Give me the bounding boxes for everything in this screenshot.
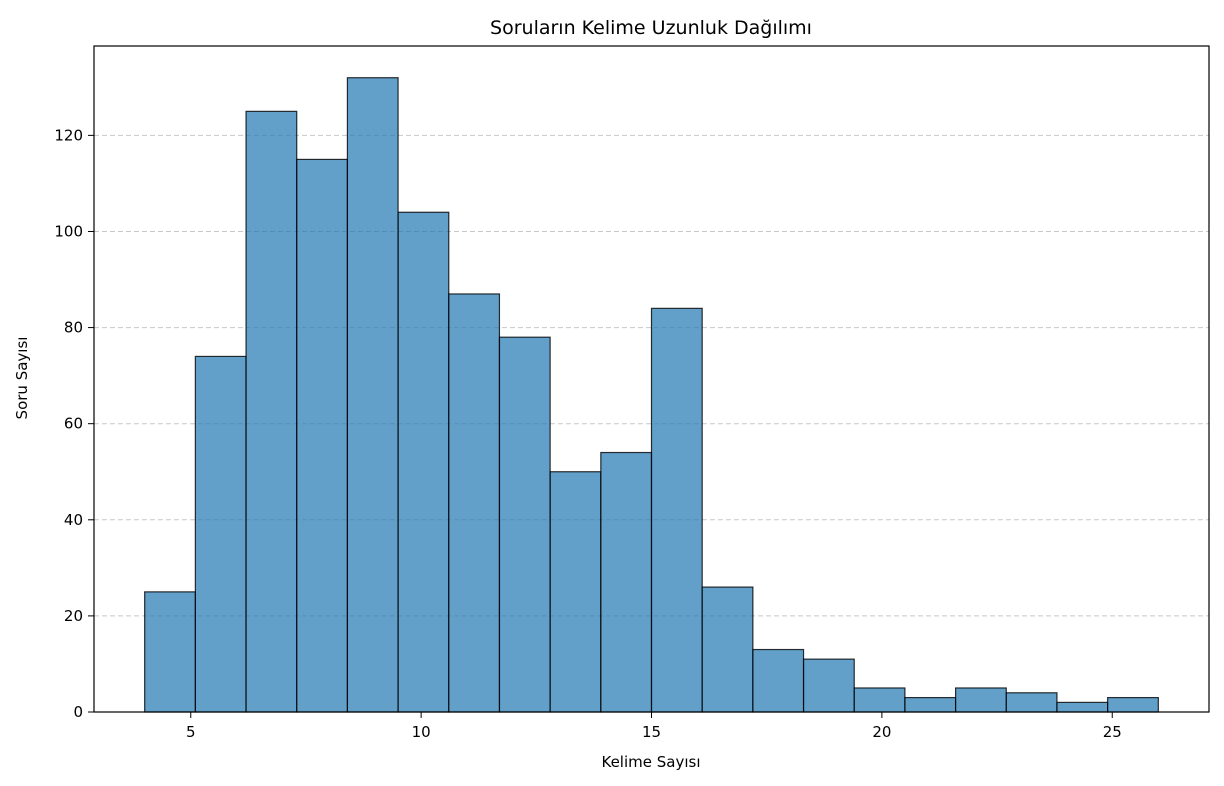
histogram-bar-3: [296, 158, 349, 713]
y-tick-label-1: 20: [64, 607, 83, 625]
histogram-bar-0: [144, 591, 196, 713]
histogram-bar-9: [600, 451, 653, 713]
histogram-bar-14: [853, 687, 906, 713]
histogram-bar-10: [650, 307, 703, 713]
histogram-bar-5: [397, 211, 450, 713]
y-ticks: 0 20 40 60 80 100 120: [54, 126, 94, 721]
x-tick-label-0: 5: [186, 723, 196, 741]
histogram-bar-2: [245, 110, 298, 713]
histogram-bar-4: [346, 77, 399, 713]
histogram-bar-13: [802, 658, 855, 713]
x-ticks: 5 10 15 20 25: [186, 712, 1122, 741]
histogram-bar-7: [498, 336, 551, 713]
x-tick-label-4: 25: [1103, 723, 1122, 741]
histogram-bar-8: [549, 471, 602, 713]
histogram-bar-12: [752, 648, 805, 713]
chart-title: Soruların Kelime Uzunluk Dağılımı: [490, 17, 812, 39]
histogram-bar-19: [1107, 696, 1159, 713]
y-tick-label-2: 40: [64, 511, 83, 529]
histogram-bar-11: [701, 586, 754, 713]
x-tick-label-3: 20: [872, 723, 891, 741]
bars: [144, 77, 1159, 713]
histogram-bar-15: [904, 696, 957, 713]
y-tick-label-5: 100: [54, 222, 83, 240]
histogram-bar-1: [194, 355, 247, 713]
histogram-bar-16: [954, 687, 1007, 713]
histogram-bar-17: [1005, 692, 1058, 713]
y-axis-label: Soru Sayısı: [13, 337, 31, 420]
y-tick-label-6: 120: [54, 126, 83, 144]
x-tick-label-1: 10: [412, 723, 431, 741]
y-tick-label-3: 60: [64, 415, 83, 433]
x-axis-label: Kelime Sayısı: [601, 753, 700, 771]
y-tick-label-4: 80: [64, 319, 83, 337]
histogram-bar-18: [1056, 701, 1109, 713]
y-tick-label-0: 0: [73, 703, 83, 721]
histogram-bar-6: [448, 293, 501, 713]
x-tick-label-2: 15: [642, 723, 661, 741]
